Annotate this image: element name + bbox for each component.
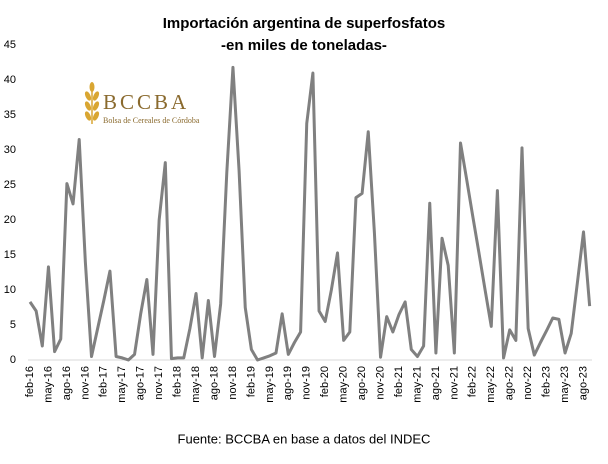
chart-subtitle: -en miles de toneladas-	[221, 37, 387, 54]
y-tick-label: 40	[4, 74, 16, 86]
x-tick-label: may-20	[338, 366, 350, 403]
x-tick-label: feb-21	[393, 366, 405, 397]
x-tick-label: may-17	[116, 366, 128, 403]
x-tick-label: may-21	[411, 366, 423, 403]
x-tick-label: ago-18	[208, 366, 220, 400]
source-note: Fuente: BCCBA en base a datos del INDEC	[178, 431, 431, 446]
y-tick-label: 20	[4, 214, 16, 226]
logo-title: BCCBA	[103, 90, 189, 114]
x-tick-label: feb-19	[245, 366, 257, 397]
wheat-icon	[84, 82, 100, 124]
logo-subtitle: Bolsa de Cereales de Córdoba	[103, 116, 200, 125]
x-tick-label: ago-22	[504, 366, 516, 400]
y-tick-label: 10	[4, 284, 16, 296]
x-tick-label: nov-22	[522, 366, 534, 400]
y-tick-label: 0	[10, 354, 16, 366]
x-tick-label: feb-18	[172, 366, 184, 397]
x-tick-label: feb-23	[541, 366, 553, 397]
x-tick-label: nov-21	[448, 366, 460, 400]
x-tick-label: may-18	[190, 366, 202, 403]
y-tick-label: 30	[4, 144, 16, 156]
x-tick-label: ago-17	[135, 366, 147, 400]
x-tick-label: may-23	[559, 366, 571, 403]
x-tick-label: nov-16	[79, 366, 91, 400]
x-tick-label: feb-16	[24, 366, 36, 397]
x-tick-label: nov-17	[153, 366, 165, 400]
x-tick-label: nov-20	[374, 366, 386, 400]
x-tick-label: feb-20	[319, 366, 331, 397]
y-tick-label: 5	[10, 319, 16, 331]
y-tick-label: 45	[4, 39, 16, 51]
chart-title: Importación argentina de superfosfatos	[163, 15, 446, 32]
y-tick-label: 35	[4, 109, 16, 121]
x-tick-label: nov-18	[227, 366, 239, 400]
x-tick-label: ago-23	[577, 366, 589, 400]
y-tick-label: 25	[4, 179, 16, 191]
data-line	[28, 65, 592, 362]
x-tick-label: ago-19	[282, 366, 294, 400]
x-tick-label: feb-22	[467, 366, 479, 397]
x-tick-label: ago-21	[430, 366, 442, 400]
x-tick-label: ago-16	[61, 366, 73, 400]
x-tick-label: nov-19	[301, 366, 313, 400]
logo: BCCBA Bolsa de Cereales de Córdoba	[84, 82, 200, 125]
x-tick-label: may-19	[264, 366, 276, 403]
y-tick-label: 15	[4, 249, 16, 261]
x-tick-label: feb-17	[98, 366, 110, 397]
x-tick-label: ago-20	[356, 366, 368, 400]
x-tick-label: may-22	[485, 366, 497, 403]
x-tick-label: may-16	[42, 366, 54, 403]
